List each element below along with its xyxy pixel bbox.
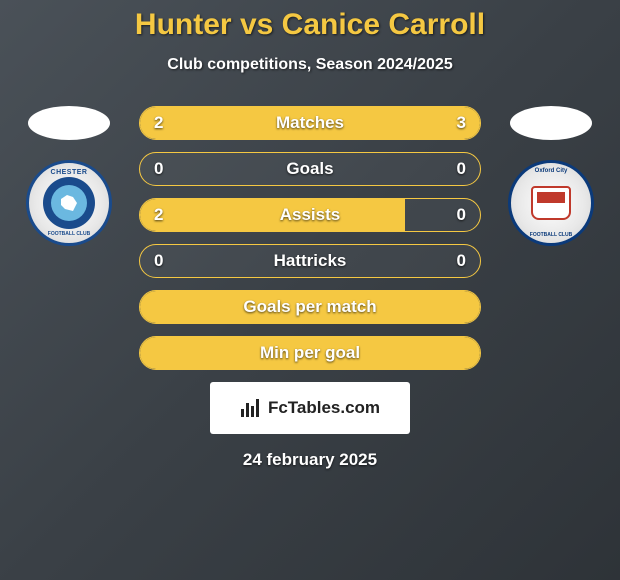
- badge-right-top: Oxford City: [535, 168, 568, 174]
- watermark[interactable]: FcTables.com: [210, 382, 410, 434]
- stat-value-right: 0: [457, 159, 466, 179]
- watermark-text: FcTables.com: [268, 398, 380, 418]
- stats-column: 2Matches30Goals02Assists00Hattricks0Goal…: [139, 106, 481, 370]
- stat-label: Goals per match: [140, 297, 480, 317]
- title-vs: vs: [240, 8, 273, 41]
- stat-value-right: 3: [457, 113, 466, 133]
- stat-label: Min per goal: [140, 343, 480, 363]
- stat-row: 2Assists0: [139, 198, 481, 232]
- stat-value-right: 0: [457, 251, 466, 271]
- badge-left-sub: FOOTBALL CLUB: [48, 231, 90, 237]
- page-title: Hunter vs Canice Carroll: [0, 8, 620, 42]
- subtitle: Club competitions, Season 2024/2025: [0, 56, 620, 74]
- stat-label: Matches: [140, 113, 480, 133]
- bars-icon: [240, 399, 262, 417]
- shield-icon: [537, 192, 565, 214]
- title-player-left: Hunter: [135, 8, 232, 41]
- badge-right-inner: [531, 186, 571, 220]
- badge-right-bottom: FOOTBALL CLUB: [530, 232, 572, 238]
- stat-row: Goals per match: [139, 290, 481, 324]
- player-avatar-right: [510, 106, 592, 140]
- left-column: CHESTER FOOTBALL CLUB: [19, 106, 119, 246]
- club-badge-left: CHESTER FOOTBALL CLUB: [26, 160, 112, 246]
- date-line: 24 february 2025: [0, 450, 620, 470]
- stat-label: Goals: [140, 159, 480, 179]
- stat-value-right: 0: [457, 205, 466, 225]
- player-avatar-left: [28, 106, 110, 140]
- stat-row: 0Goals0: [139, 152, 481, 186]
- stat-row: 0Hattricks0: [139, 244, 481, 278]
- stat-row: 2Matches3: [139, 106, 481, 140]
- stat-label: Hattricks: [140, 251, 480, 271]
- badge-left-inner: [43, 177, 95, 229]
- right-column: Oxford City FOOTBALL CLUB: [501, 106, 601, 246]
- badge-left-name: CHESTER: [51, 169, 88, 176]
- comparison-card: Hunter vs Canice Carroll Club competitio…: [0, 0, 620, 470]
- stat-label: Assists: [140, 205, 480, 225]
- lion-icon: [51, 185, 87, 221]
- club-badge-right: Oxford City FOOTBALL CLUB: [508, 160, 594, 246]
- title-player-right: Canice Carroll: [282, 8, 485, 41]
- stat-row: Min per goal: [139, 336, 481, 370]
- main-row: CHESTER FOOTBALL CLUB 2Matches30Goals02A…: [0, 106, 620, 370]
